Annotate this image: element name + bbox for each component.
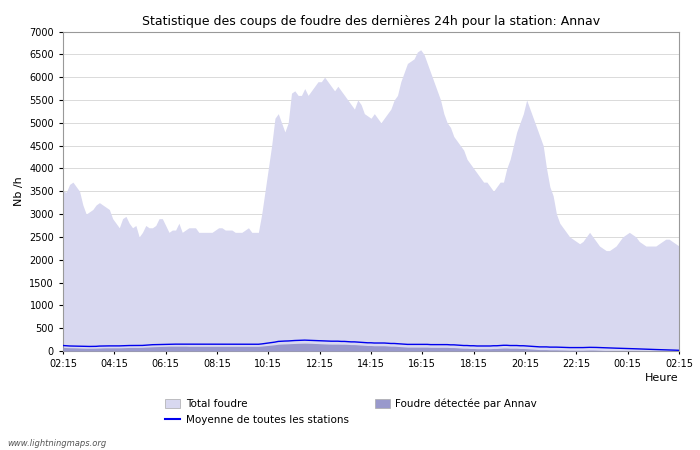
Text: www.lightningmaps.org: www.lightningmaps.org (7, 439, 106, 448)
Y-axis label: Nb /h: Nb /h (14, 176, 24, 206)
Title: Statistique des coups de foudre des dernières 24h pour la station: Annav: Statistique des coups de foudre des dern… (142, 14, 600, 27)
Legend: Total foudre, Moyenne de toutes les stations, Foudre détectée par Annav: Total foudre, Moyenne de toutes les stat… (160, 395, 541, 429)
Text: Heure: Heure (645, 374, 679, 383)
